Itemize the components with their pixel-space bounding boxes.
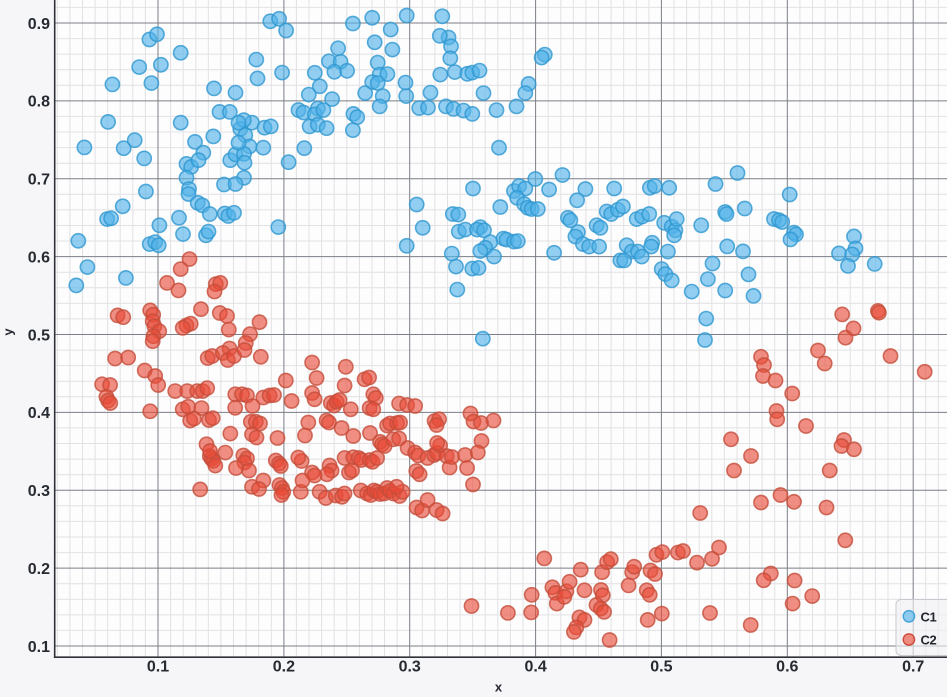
svg-text:0.2: 0.2 <box>273 659 295 676</box>
svg-text:0.1: 0.1 <box>28 639 50 656</box>
svg-text:0.6: 0.6 <box>776 659 798 676</box>
svg-text:0.3: 0.3 <box>28 483 50 500</box>
svg-text:0.5: 0.5 <box>650 659 672 676</box>
svg-text:0.2: 0.2 <box>28 561 50 578</box>
svg-text:C1: C1 <box>921 609 937 624</box>
svg-text:0.1: 0.1 <box>147 659 169 676</box>
svg-text:0.4: 0.4 <box>524 659 546 676</box>
svg-text:0.7: 0.7 <box>902 659 924 676</box>
svg-text:C2: C2 <box>921 633 937 648</box>
svg-text:0.5: 0.5 <box>28 327 50 344</box>
svg-text:0.7: 0.7 <box>28 172 50 189</box>
svg-text:0.8: 0.8 <box>28 94 50 111</box>
svg-text:0.6: 0.6 <box>28 249 50 266</box>
svg-text:x: x <box>495 680 503 695</box>
svg-text:0.3: 0.3 <box>399 659 421 676</box>
svg-text:y: y <box>1 328 16 336</box>
svg-text:0.9: 0.9 <box>28 16 50 33</box>
svg-text:0.4: 0.4 <box>28 405 50 422</box>
